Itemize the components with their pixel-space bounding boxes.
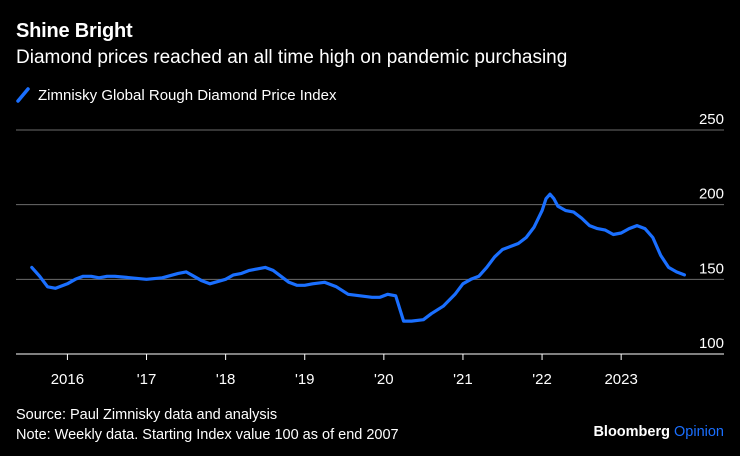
x-tick-label-2017: '17 [137, 371, 157, 388]
chart-subtitle: Diamond prices reached an all time high … [16, 47, 568, 68]
brand-name: Bloomberg [593, 424, 670, 440]
series-line-0 [30, 192, 687, 323]
data-note: Note: Weekly data. Starting Index value … [16, 427, 399, 443]
y-tick-label-200: 200 [699, 186, 724, 203]
x-tick-label-2021: '21 [453, 371, 473, 388]
legend-swatch-icon [16, 87, 30, 103]
footer-notes: Source: Paul Zimnisky data and analysis … [16, 405, 399, 445]
brand-section: Opinion [674, 424, 724, 440]
x-tick-label-2020: '20 [374, 371, 394, 388]
y-tick-label-150: 150 [699, 260, 724, 277]
source-note: Source: Paul Zimnisky data and analysis [16, 407, 278, 423]
x-tick-label-2019: '19 [295, 371, 315, 388]
x-tick-label-2016: 2016 [51, 371, 84, 388]
x-tick-label-2023: 2023 [604, 371, 637, 388]
legend: Zimnisky Global Rough Diamond Price Inde… [16, 85, 336, 105]
chart-title: Shine Bright [16, 20, 133, 42]
y-tick-label-250: 250 [699, 111, 724, 128]
legend-label: Zimnisky Global Rough Diamond Price Inde… [38, 86, 337, 104]
x-tick-label-2018: '18 [216, 371, 236, 388]
y-tick-label-100: 100 [699, 335, 724, 352]
brand-logo: Bloomberg Opinion [593, 424, 724, 440]
x-tick-label-2022: '22 [532, 371, 552, 388]
